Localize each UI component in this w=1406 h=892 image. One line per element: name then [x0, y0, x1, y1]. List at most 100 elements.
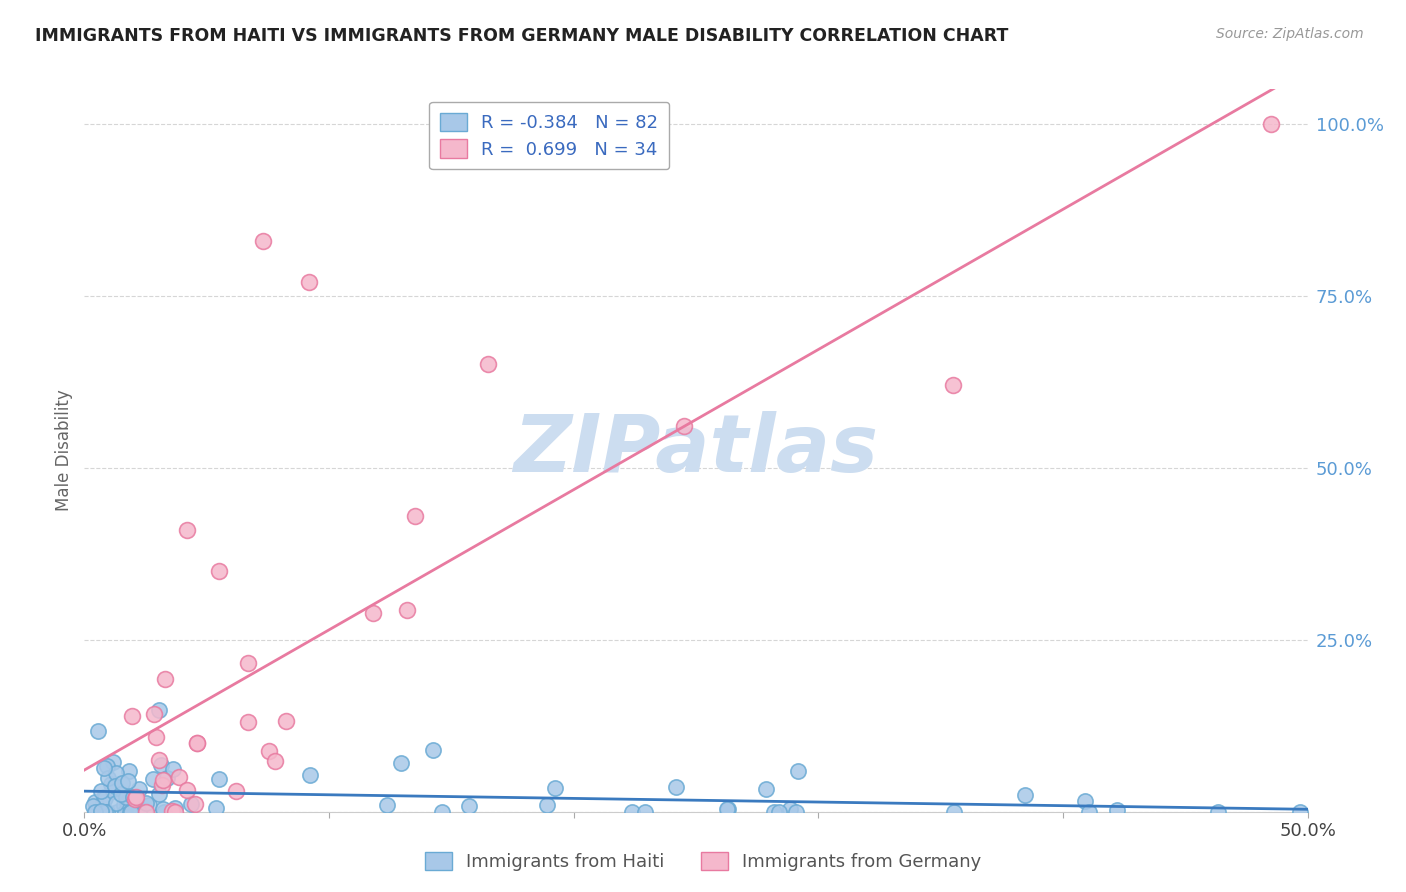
- Point: [93, 805, 115, 819]
- Point: [208, 564, 231, 578]
- Point: [621, 805, 644, 819]
- Point: [105, 796, 128, 810]
- Point: [142, 772, 165, 786]
- Text: Source: ZipAtlas.com: Source: ZipAtlas.com: [1216, 27, 1364, 41]
- Point: [117, 764, 139, 779]
- Point: [763, 805, 786, 819]
- Point: [128, 805, 150, 819]
- Point: [375, 797, 398, 812]
- Point: [124, 792, 146, 806]
- Point: [536, 797, 558, 812]
- Point: [84, 795, 107, 809]
- Point: [117, 774, 139, 789]
- Point: [165, 805, 187, 819]
- Point: [97, 771, 120, 785]
- Point: [93, 761, 115, 775]
- Point: [120, 805, 142, 819]
- Point: [91, 795, 114, 809]
- Point: [755, 781, 778, 796]
- Point: [716, 802, 738, 816]
- Point: [148, 754, 170, 768]
- Point: [186, 736, 208, 750]
- Point: [105, 765, 128, 780]
- Point: [152, 805, 174, 819]
- Point: [124, 789, 146, 804]
- Point: [155, 673, 177, 687]
- Point: [634, 805, 657, 819]
- Point: [150, 758, 173, 772]
- Point: [1014, 788, 1036, 802]
- Point: [361, 607, 384, 621]
- Point: [186, 735, 208, 749]
- Point: [148, 787, 170, 801]
- Point: [143, 707, 166, 722]
- Point: [90, 784, 112, 798]
- Point: [87, 723, 110, 738]
- Point: [160, 804, 183, 818]
- Point: [225, 783, 247, 797]
- Point: [134, 805, 156, 819]
- Point: [274, 714, 297, 729]
- Point: [83, 805, 105, 819]
- Point: [779, 802, 801, 816]
- Point: [404, 508, 426, 523]
- Point: [155, 771, 177, 785]
- Point: [96, 805, 118, 819]
- Point: [1078, 805, 1101, 819]
- Point: [785, 805, 807, 819]
- Point: [544, 780, 567, 795]
- Point: [163, 801, 186, 815]
- Point: [118, 805, 141, 819]
- Text: ZIPatlas: ZIPatlas: [513, 411, 879, 490]
- Point: [148, 702, 170, 716]
- Point: [432, 805, 454, 819]
- Point: [152, 802, 174, 816]
- Legend: R = -0.384   N = 82, R =  0.699   N = 34: R = -0.384 N = 82, R = 0.699 N = 34: [429, 102, 669, 169]
- Point: [665, 780, 688, 794]
- Point: [184, 797, 207, 812]
- Point: [104, 780, 127, 794]
- Point: [105, 805, 128, 819]
- Point: [1074, 794, 1097, 808]
- Text: IMMIGRANTS FROM HAITI VS IMMIGRANTS FROM GERMANY MALE DISABILITY CORRELATION CHA: IMMIGRANTS FROM HAITI VS IMMIGRANTS FROM…: [35, 27, 1008, 45]
- Point: [298, 275, 321, 289]
- Point: [138, 797, 160, 812]
- Point: [252, 234, 274, 248]
- Point: [125, 793, 148, 807]
- Point: [1206, 805, 1229, 819]
- Point: [114, 790, 136, 805]
- Point: [91, 805, 114, 819]
- Point: [100, 777, 122, 791]
- Point: [135, 796, 157, 810]
- Point: [236, 715, 259, 730]
- Point: [150, 778, 173, 792]
- Legend: Immigrants from Haiti, Immigrants from Germany: Immigrants from Haiti, Immigrants from G…: [418, 845, 988, 879]
- Y-axis label: Male Disability: Male Disability: [55, 390, 73, 511]
- Point: [112, 797, 135, 812]
- Point: [389, 756, 412, 771]
- Point: [115, 795, 138, 809]
- Point: [1260, 117, 1282, 131]
- Point: [786, 764, 808, 778]
- Point: [264, 754, 287, 768]
- Point: [299, 767, 322, 781]
- Point: [1289, 805, 1312, 819]
- Point: [121, 709, 143, 723]
- Point: [768, 805, 790, 819]
- Point: [257, 744, 280, 758]
- Point: [124, 799, 146, 814]
- Point: [162, 762, 184, 776]
- Point: [236, 656, 259, 670]
- Point: [82, 798, 104, 813]
- Point: [1107, 803, 1129, 817]
- Point: [135, 805, 157, 819]
- Point: [176, 782, 198, 797]
- Point: [422, 742, 444, 756]
- Point: [103, 755, 125, 769]
- Point: [115, 789, 138, 803]
- Point: [122, 789, 145, 804]
- Point: [103, 780, 125, 794]
- Point: [128, 782, 150, 797]
- Point: [125, 789, 148, 804]
- Point: [90, 805, 112, 819]
